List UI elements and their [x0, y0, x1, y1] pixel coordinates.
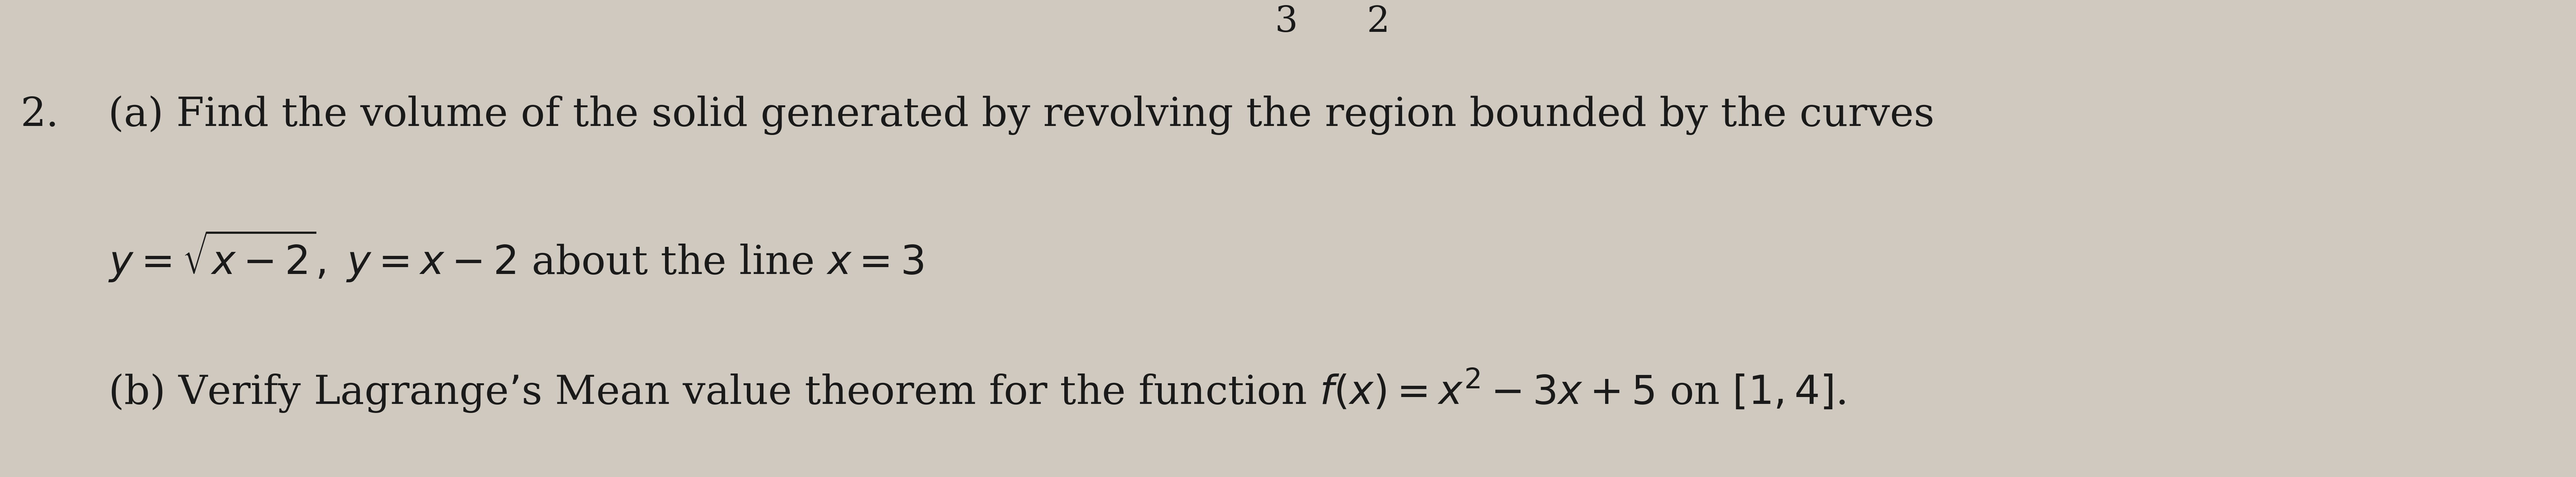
Text: (a) Find the volume of the solid generated by revolving the region bounded by th: (a) Find the volume of the solid generat… — [108, 95, 1935, 135]
Text: (b) Verify Lagrange’s Mean value theorem for the function $f(x) = x^2 - 3x+5$ on: (b) Verify Lagrange’s Mean value theorem… — [108, 367, 1844, 415]
Text: 2.: 2. — [21, 95, 59, 134]
Text: 3      2: 3 2 — [1275, 5, 1391, 40]
Text: $y = \sqrt{x-2},\; y = x-2$ about the line $x = 3$: $y = \sqrt{x-2},\; y = x-2$ about the li… — [108, 229, 925, 283]
